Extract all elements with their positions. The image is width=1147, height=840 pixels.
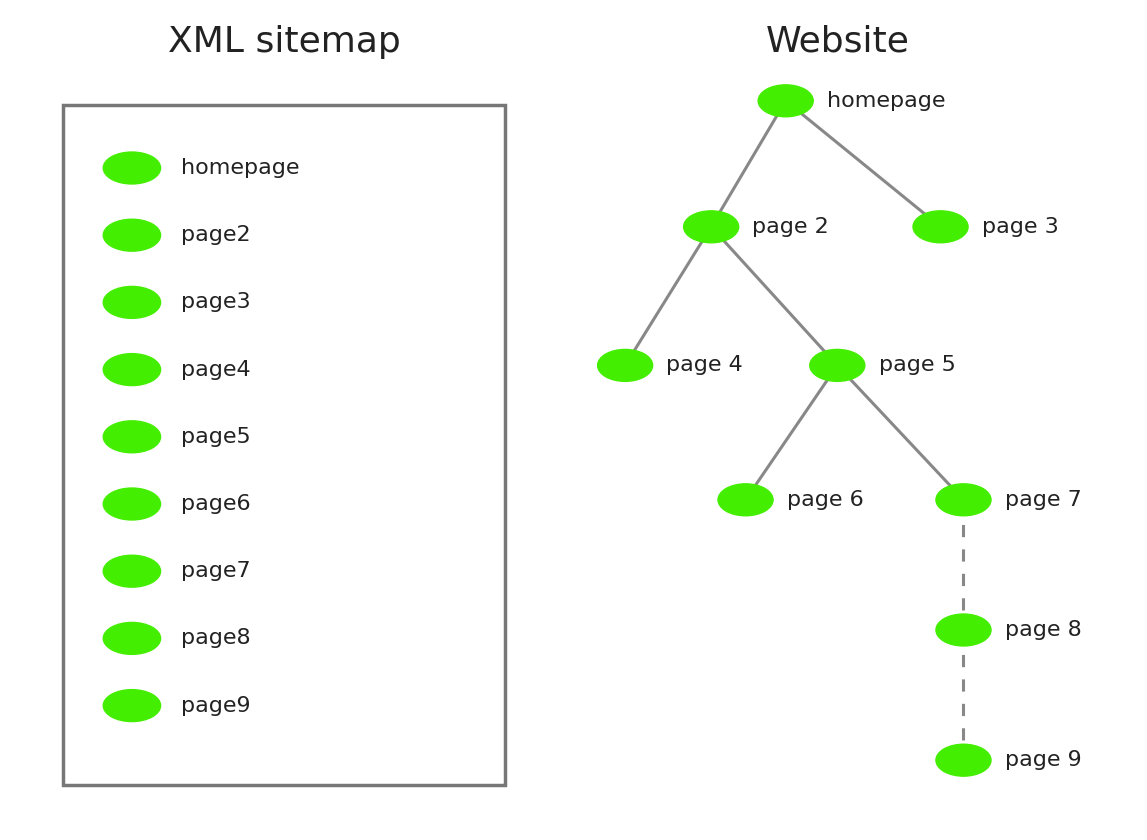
- Ellipse shape: [103, 286, 161, 318]
- Ellipse shape: [103, 421, 161, 453]
- Text: page5: page5: [181, 427, 251, 447]
- Ellipse shape: [936, 744, 991, 776]
- Ellipse shape: [103, 354, 161, 386]
- Text: Website: Website: [765, 25, 910, 59]
- Text: page 4: page 4: [666, 355, 743, 375]
- Ellipse shape: [103, 622, 161, 654]
- Ellipse shape: [103, 488, 161, 520]
- Ellipse shape: [913, 211, 968, 243]
- Text: page 3: page 3: [982, 217, 1059, 237]
- FancyBboxPatch shape: [63, 105, 505, 785]
- Ellipse shape: [103, 555, 161, 587]
- Text: page7: page7: [181, 561, 251, 581]
- Text: page3: page3: [181, 292, 251, 312]
- Text: page 2: page 2: [752, 217, 829, 237]
- Ellipse shape: [103, 152, 161, 184]
- Text: page 5: page 5: [879, 355, 955, 375]
- Text: homepage: homepage: [827, 91, 945, 111]
- Ellipse shape: [718, 484, 773, 516]
- Ellipse shape: [936, 614, 991, 646]
- Ellipse shape: [684, 211, 739, 243]
- Text: page 7: page 7: [1005, 490, 1082, 510]
- Text: page4: page4: [181, 360, 251, 380]
- Text: page2: page2: [181, 225, 251, 245]
- Text: page 6: page 6: [787, 490, 864, 510]
- Ellipse shape: [103, 690, 161, 722]
- Text: page9: page9: [181, 696, 251, 716]
- Ellipse shape: [810, 349, 865, 381]
- Text: page 8: page 8: [1005, 620, 1082, 640]
- Ellipse shape: [936, 484, 991, 516]
- Ellipse shape: [598, 349, 653, 381]
- Text: homepage: homepage: [181, 158, 299, 178]
- Text: page 9: page 9: [1005, 750, 1082, 770]
- Ellipse shape: [103, 219, 161, 251]
- Text: XML sitemap: XML sitemap: [169, 25, 400, 59]
- Text: page8: page8: [181, 628, 251, 648]
- Ellipse shape: [758, 85, 813, 117]
- Text: page6: page6: [181, 494, 251, 514]
